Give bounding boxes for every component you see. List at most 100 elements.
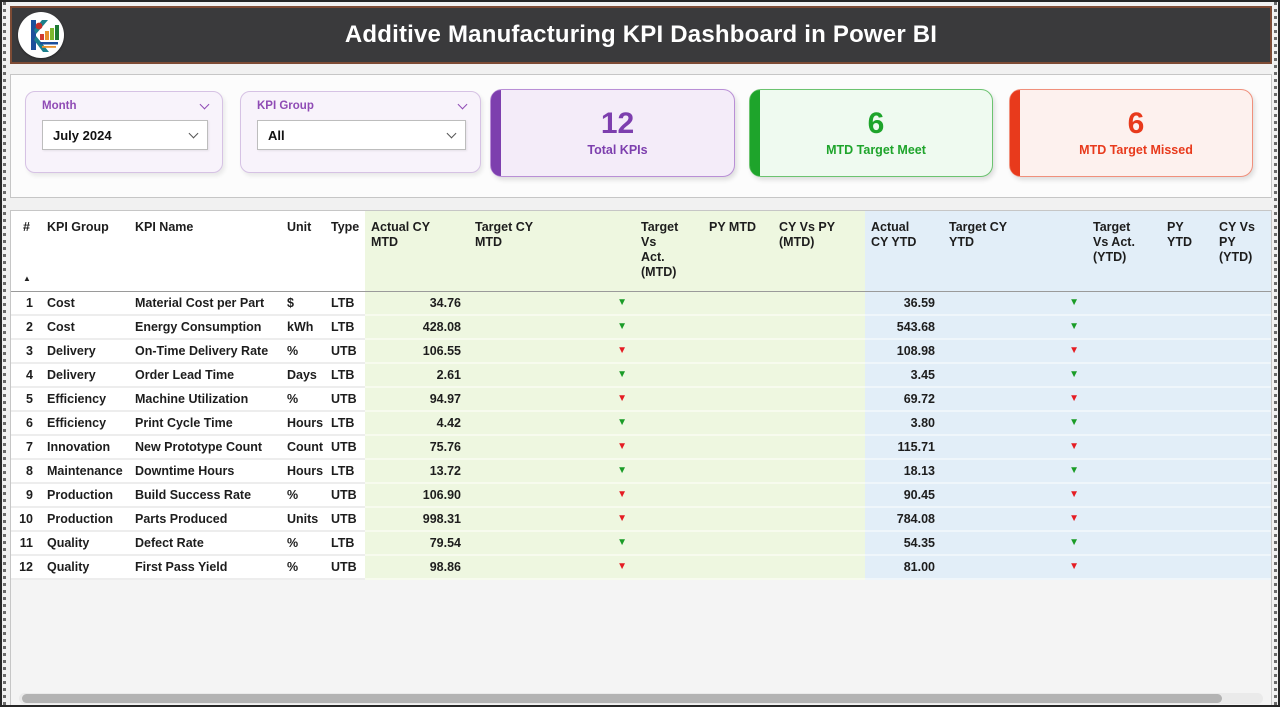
cell-actual-cy-mtd: 13.72 <box>365 460 469 484</box>
chevron-down-icon[interactable] <box>457 99 468 110</box>
cell-target-vs-act-ytd <box>1087 532 1161 556</box>
col-header-cy-vs-py-ytd[interactable]: CY Vs PY (YTD) <box>1213 211 1271 291</box>
col-header-index[interactable]: # ▲ <box>11 211 41 291</box>
month-dropdown[interactable]: July 2024 <box>42 120 208 150</box>
table-row[interactable]: 10 Production Parts Produced Units UTB 998.31… <box>11 508 1271 532</box>
cell-target-vs-act-ytd <box>1087 388 1161 412</box>
col-header-py-mtd[interactable]: PY MTD <box>703 211 773 291</box>
col-header-target-vs-act-mtd[interactable]: Target Vs Act. (MTD) <box>635 211 703 291</box>
cell-cy-vs-py-ytd <box>1213 436 1271 460</box>
col-header-unit[interactable]: Unit <box>281 211 325 291</box>
cell-actual-cy-mtd: 75.76 <box>365 436 469 460</box>
card-accent-bar <box>1010 90 1020 176</box>
cell-kpi-group: Efficiency <box>41 388 129 412</box>
kpi-group-dropdown[interactable]: All <box>257 120 466 150</box>
cell-target-vs-act-mtd <box>635 484 703 508</box>
cell-actual-cy-mtd: 79.54 <box>365 532 469 556</box>
cell-type: UTB <box>325 436 365 460</box>
cell-actual-cy-mtd: 4.42 <box>365 412 469 436</box>
cell-actual-cy-ytd: 36.59 <box>865 292 943 316</box>
cell-target-cy-ytd: ▼ <box>943 292 1087 316</box>
trend-down-icon: ▼ <box>617 417 627 428</box>
cell-target-vs-act-mtd <box>635 388 703 412</box>
mtd-target-meet-card: 6 MTD Target Meet <box>749 89 993 177</box>
trend-down-icon: ▼ <box>1069 465 1079 476</box>
trend-down-icon: ▼ <box>1069 321 1079 332</box>
cell-index: 5 <box>11 388 41 412</box>
table-row[interactable]: 9 Production Build Success Rate% UTB 106.90 ▼… <box>11 484 1271 508</box>
cell-actual-cy-mtd: 34.76 <box>365 292 469 316</box>
col-header-actual-cy-mtd[interactable]: Actual CY MTD <box>365 211 469 291</box>
cell-kpi-name: Machine Utilization <box>129 388 281 412</box>
table-row[interactable]: 1 Cost Material Cost per Part $ LTB 34.76 ▼ 36.… <box>11 292 1271 316</box>
cell-py-mtd <box>703 556 773 580</box>
horizontal-scrollbar[interactable] <box>19 693 1263 704</box>
col-header-py-ytd[interactable]: PY YTD <box>1161 211 1213 291</box>
table-row[interactable]: 5 Efficiency Machine Utilization% UTB 94.97 ▼… <box>11 388 1271 412</box>
table-row[interactable]: 2 Cost Energy Consumption kWh LTB 428.08 ▼ 543.… <box>11 316 1271 340</box>
cell-kpi-group: Delivery <box>41 364 129 388</box>
total-kpis-label: Total KPIs <box>587 143 648 157</box>
cell-py-mtd <box>703 292 773 316</box>
kpi-table: # ▲ KPI Group KPI Name Unit Type Actual … <box>10 210 1272 705</box>
col-header-kpi-name[interactable]: KPI Name <box>129 211 281 291</box>
cell-unit: kWh <box>281 316 325 340</box>
col-header-target-cy-ytd[interactable]: Target CY YTD <box>943 211 1087 291</box>
table-row[interactable]: 11 Quality Defect Rate% LTB 79.54 ▼ 54.35 ▼ <box>11 532 1271 556</box>
sort-ascending-icon[interactable]: ▲ <box>23 274 31 283</box>
cell-actual-cy-ytd: 3.80 <box>865 412 943 436</box>
cell-kpi-name: Energy Consumption <box>129 316 281 340</box>
cell-kpi-name: Print Cycle Time <box>129 412 281 436</box>
cell-type: UTB <box>325 556 365 580</box>
cell-target-vs-act-ytd <box>1087 484 1161 508</box>
table-row[interactable]: 3 Delivery On-Time Delivery Rate% UTB 106.55… <box>11 340 1271 364</box>
chevron-down-icon[interactable] <box>199 99 210 110</box>
table-row[interactable]: 7 Innovation New Prototype Count Count UTB 75… <box>11 436 1271 460</box>
cell-py-mtd <box>703 508 773 532</box>
col-header-target-vs-act-ytd[interactable]: Target Vs Act. (YTD) <box>1087 211 1161 291</box>
scrollbar-thumb[interactable] <box>22 694 1223 703</box>
table-row[interactable]: 8 Maintenance Downtime Hours Hours LTB 13.72 ▼… <box>11 460 1271 484</box>
col-header-target-cy-mtd[interactable]: Target CY MTD <box>469 211 635 291</box>
cell-actual-cy-mtd: 428.08 <box>365 316 469 340</box>
table-row[interactable]: 6 Efficiency Print Cycle Time Hours LTB 4.42 ▼… <box>11 412 1271 436</box>
table-row[interactable]: 12 Quality First Pass Yield% UTB 98.86 ▼ 81.00… <box>11 556 1271 580</box>
trend-down-icon: ▼ <box>1069 369 1079 380</box>
trend-down-icon: ▼ <box>617 489 627 500</box>
trend-down-icon: ▼ <box>1069 393 1079 404</box>
cell-kpi-name: Material Cost per Part <box>129 292 281 316</box>
cell-type: LTB <box>325 460 365 484</box>
cell-kpi-group: Production <box>41 508 129 532</box>
trend-down-icon: ▼ <box>1069 561 1079 572</box>
cell-target-vs-act-ytd <box>1087 316 1161 340</box>
cell-type: UTB <box>325 340 365 364</box>
cell-cy-vs-py-mtd <box>773 460 865 484</box>
cell-py-ytd <box>1161 412 1213 436</box>
total-kpis-value: 12 <box>600 107 635 140</box>
cell-actual-cy-ytd: 90.45 <box>865 484 943 508</box>
cell-unit: Hours <box>281 460 325 484</box>
col-header-actual-cy-ytd[interactable]: Actual CY YTD <box>865 211 943 291</box>
cell-kpi-group: Quality <box>41 556 129 580</box>
cell-target-vs-act-ytd <box>1087 412 1161 436</box>
trend-down-icon: ▼ <box>617 345 627 356</box>
cell-index: 12 <box>11 556 41 580</box>
col-header-cy-vs-py-mtd[interactable]: CY Vs PY (MTD) <box>773 211 865 291</box>
cell-py-ytd <box>1161 484 1213 508</box>
cell-target-cy-mtd: ▼ <box>469 460 635 484</box>
col-header-type[interactable]: Type <box>325 211 365 291</box>
cell-py-ytd <box>1161 436 1213 460</box>
col-header-kpi-group[interactable]: KPI Group <box>41 211 129 291</box>
trend-down-icon: ▼ <box>1069 345 1079 356</box>
trend-down-icon: ▼ <box>617 393 627 404</box>
cell-target-cy-mtd: ▼ <box>469 484 635 508</box>
cell-unit: % <box>281 556 325 580</box>
cell-target-cy-mtd: ▼ <box>469 556 635 580</box>
cell-unit: % <box>281 388 325 412</box>
card-accent-bar <box>491 90 501 176</box>
cell-actual-cy-mtd: 106.90 <box>365 484 469 508</box>
cell-actual-cy-ytd: 18.13 <box>865 460 943 484</box>
card-accent-bar <box>750 90 760 176</box>
cell-py-mtd <box>703 532 773 556</box>
table-row[interactable]: 4 Delivery Order Lead Time Days LTB 2.61 ▼ 3.45… <box>11 364 1271 388</box>
